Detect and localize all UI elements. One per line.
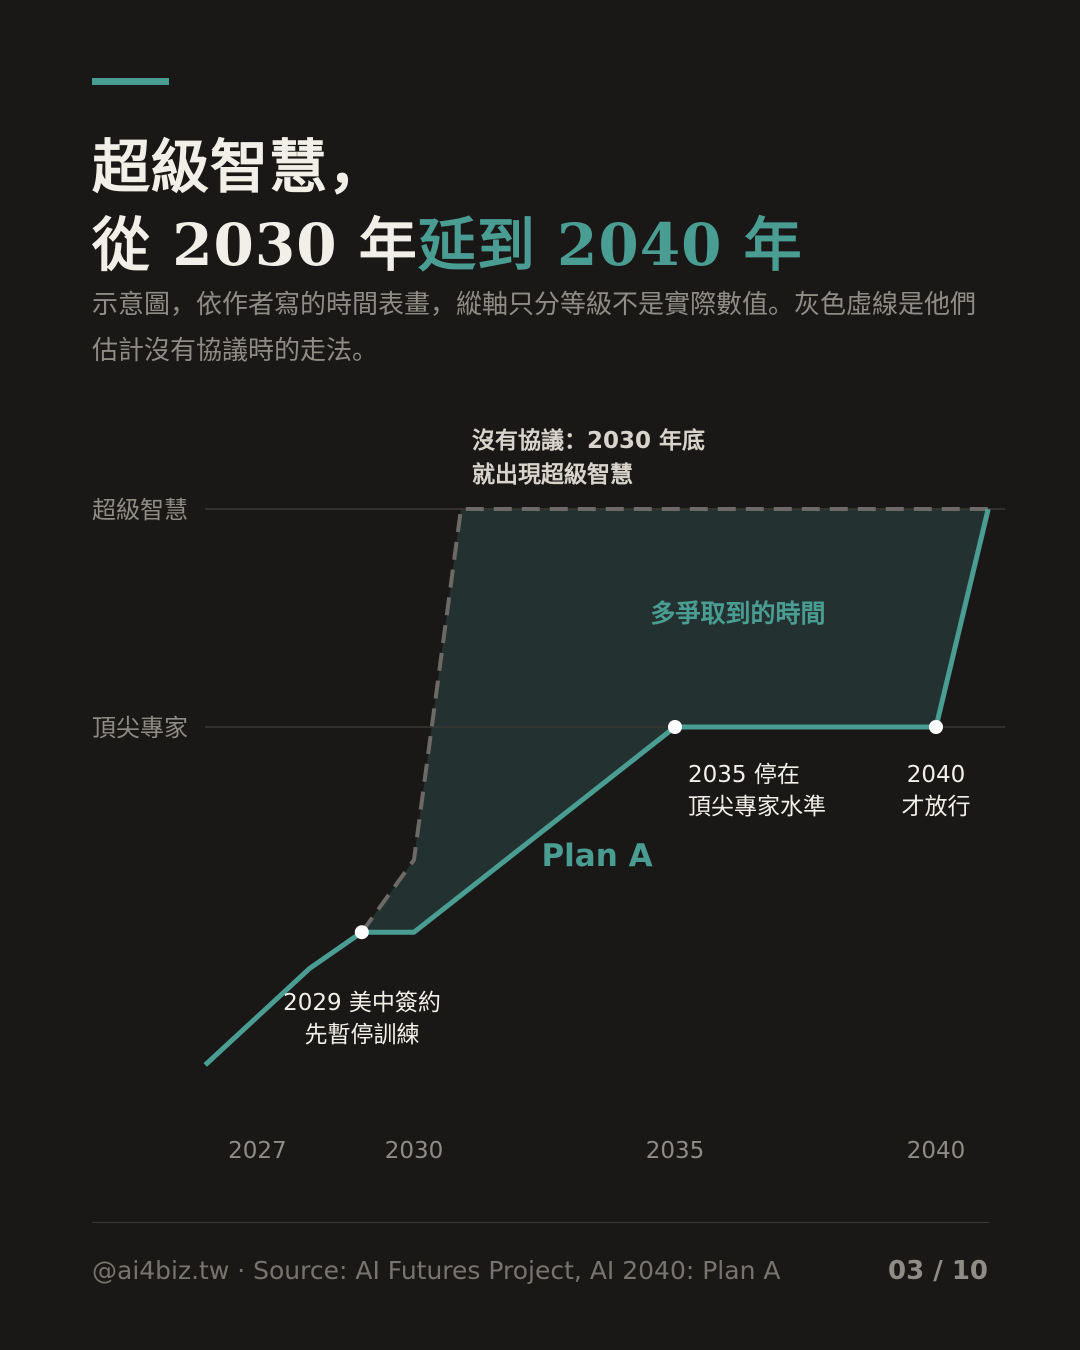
page-number: 03 / 10 — [888, 1256, 988, 1286]
title-line-2a: 從 2030 年 — [92, 211, 418, 279]
marker-dot — [354, 925, 369, 940]
plan-a-label: Plan A — [541, 838, 652, 874]
marker-label: 頂尖專家水準 — [688, 794, 826, 820]
marker-label: 2029 美中簽約 — [283, 990, 441, 1016]
marker-label: 先暫停訓練 — [305, 1022, 420, 1048]
accent-bar — [92, 78, 169, 85]
x-tick-label: 2030 — [385, 1138, 444, 1164]
marker-label: 2040 — [907, 762, 966, 788]
y-level-label: 超級智慧 — [92, 496, 188, 524]
no-deal-annotation: 沒有協議：2030 年底 — [472, 427, 705, 454]
no-deal-annotation: 就出現超級智慧 — [472, 461, 633, 488]
marker-dot — [929, 720, 943, 734]
no-deal-dashed-line — [360, 507, 989, 934]
page-subtitle: 示意圖，依作者寫的時間表畫，縱軸只分等級不是實際數值。灰色虛線是他們估計沒有協議… — [92, 290, 977, 366]
x-tick-label: 2040 — [907, 1138, 966, 1164]
title-line-2b: 延到 2040 年 — [417, 211, 803, 279]
gained-time-label: 多爭取到的時間 — [650, 599, 825, 628]
y-level-label: 頂尖專家 — [92, 714, 188, 742]
marker-label: 才放行 — [902, 794, 971, 820]
marker-label: 2035 停在 — [688, 762, 800, 788]
title-line-1: 超級智慧， — [92, 133, 388, 201]
page-title: 超級智慧， 從 2030 年延到 2040 年 — [92, 128, 803, 284]
footer-source: @ai4biz.tw · Source: AI Futures Project,… — [92, 1256, 781, 1285]
x-tick-label: 2027 — [228, 1138, 287, 1164]
marker-dot — [668, 720, 682, 734]
footer-divider — [92, 1222, 989, 1223]
x-tick-label: 2035 — [646, 1138, 705, 1164]
